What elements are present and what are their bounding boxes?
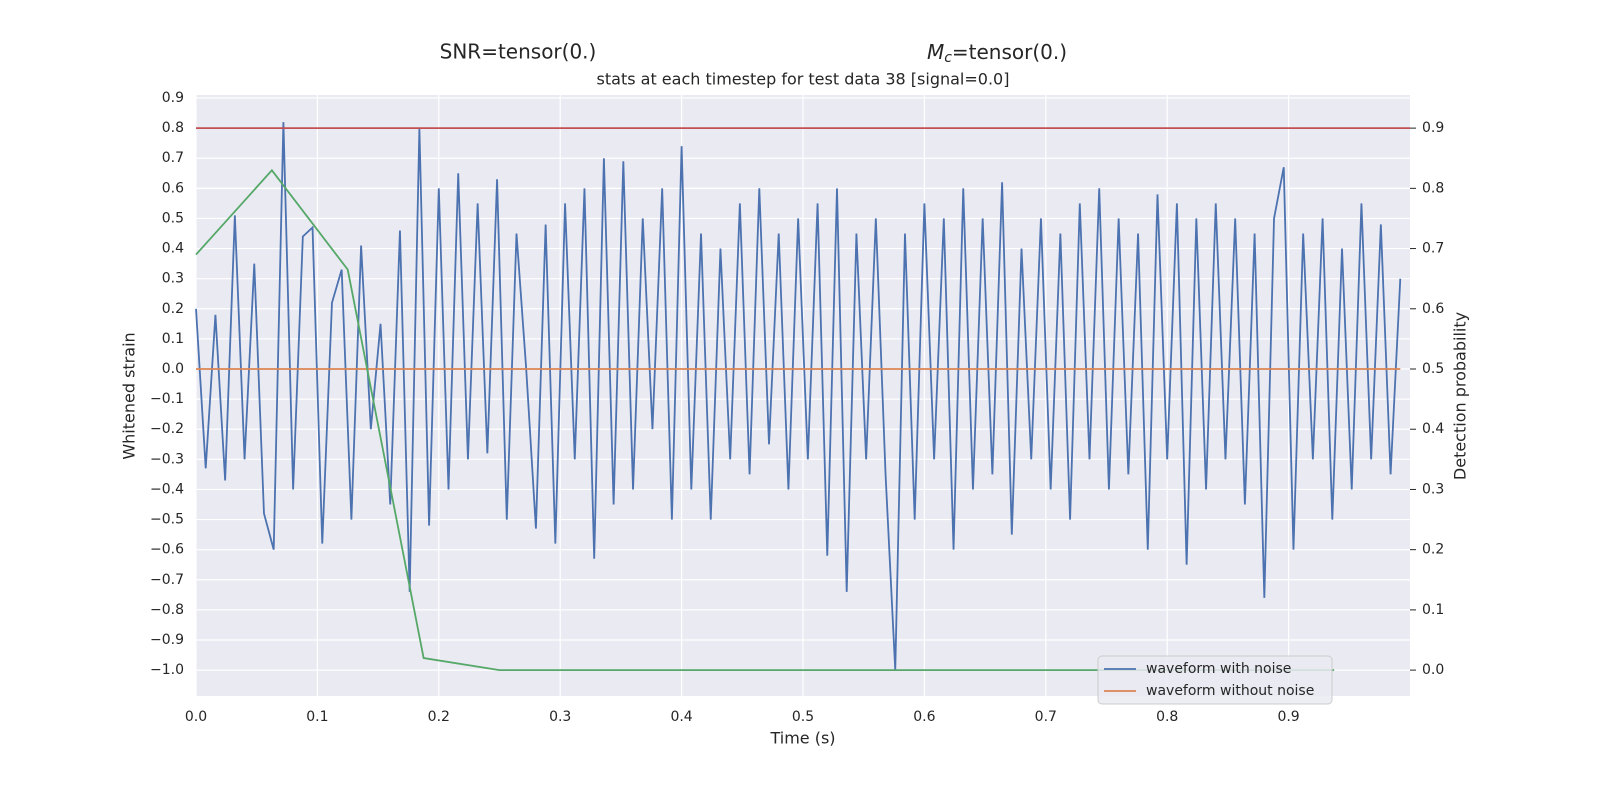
y-tick-label: −0.4 — [150, 481, 184, 497]
y2-tick-label: 0.9 — [1422, 120, 1444, 136]
y-tick-label: −0.9 — [150, 632, 184, 648]
y-tick-label: 0.6 — [162, 180, 184, 196]
x-tick-label: 0.2 — [428, 709, 450, 725]
x-tick-label: 0.5 — [792, 709, 814, 725]
y2-tick-label: 0.8 — [1422, 180, 1444, 196]
x-tick-label: 0.0 — [185, 709, 207, 725]
x-tick-label: 0.1 — [306, 709, 328, 725]
legend-box — [1097, 655, 1333, 705]
legend-label: waveform without noise — [1146, 683, 1314, 699]
y2-tick-label: 0.4 — [1422, 421, 1444, 437]
x-tick-label: 0.7 — [1035, 709, 1057, 725]
series-line — [195, 122, 1402, 671]
title-symbol: M — [927, 40, 944, 64]
y-tick-label: −0.7 — [150, 572, 184, 588]
title-subscript: c — [944, 50, 952, 66]
y-tick-label: −0.2 — [150, 421, 184, 437]
y2-tick-label: 0.5 — [1422, 361, 1444, 377]
title-left: SNR=tensor(0.) — [440, 40, 597, 64]
x-tick-label: 0.9 — [1277, 709, 1299, 725]
y-tick-label: 0.7 — [162, 150, 184, 166]
y2-tick-label: 0.6 — [1422, 301, 1444, 317]
y2-tick-label: 0.7 — [1422, 241, 1444, 257]
y-tick-label: 0.1 — [162, 331, 184, 347]
x-tick-label: 0.4 — [670, 709, 692, 725]
y-tick-label: 0.3 — [162, 271, 184, 287]
x-tick-label: 0.8 — [1156, 709, 1178, 725]
y-tick-label: 0.5 — [162, 210, 184, 226]
y-tick-label: −0.1 — [150, 391, 184, 407]
y-tick-label: −1.0 — [150, 662, 184, 678]
y-tick-label: −0.5 — [150, 512, 184, 528]
y-tick-label: −0.3 — [150, 451, 184, 467]
legend-label: waveform with noise — [1146, 661, 1291, 677]
title-right: Mc=tensor(0.) — [927, 40, 1067, 67]
y-tick-label: −0.8 — [150, 602, 184, 618]
y-tick-label: 0.9 — [162, 90, 184, 106]
y2-tick-label: 0.0 — [1422, 662, 1444, 678]
y2-axis-label: Detection probability — [1451, 312, 1470, 480]
x-axis-label: Time (s) — [769, 729, 835, 748]
y-tick-label: 0.0 — [162, 361, 184, 377]
x-tick-label: 0.3 — [549, 709, 571, 725]
y2-tick-label: 0.1 — [1422, 602, 1444, 618]
subtitle: stats at each timestep for test data 38 … — [597, 70, 1010, 89]
y-tick-label: 0.2 — [162, 301, 184, 317]
x-tick-label: 0.6 — [913, 709, 935, 725]
title-rest: =tensor(0.) — [952, 40, 1067, 64]
y2-tick-label: 0.2 — [1422, 542, 1444, 558]
y-tick-label: 0.4 — [162, 241, 184, 257]
y-axis-label: Whitened strain — [120, 332, 139, 459]
y2-tick-label: 0.3 — [1422, 481, 1444, 497]
y-tick-label: 0.8 — [162, 120, 184, 136]
y-tick-label: −0.6 — [150, 542, 184, 558]
